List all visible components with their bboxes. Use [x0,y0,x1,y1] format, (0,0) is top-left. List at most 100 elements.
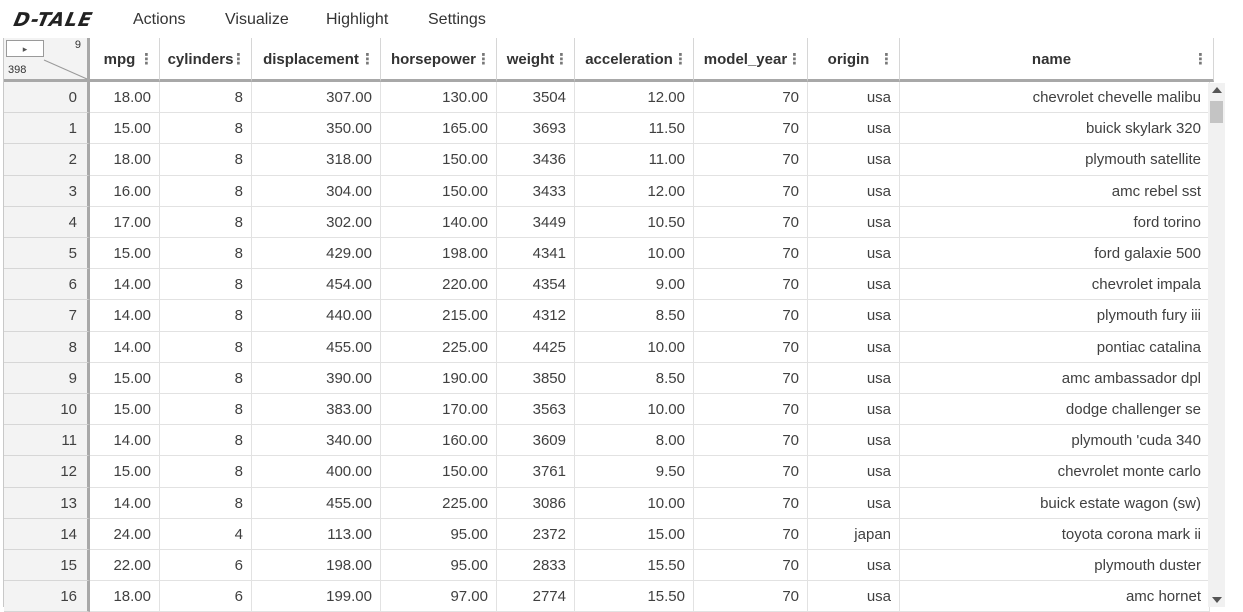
table-cell-acceleration[interactable]: 15.00 [575,518,694,550]
table-cell-origin[interactable]: usa [808,394,900,426]
menu-highlight[interactable]: Highlight [326,11,389,28]
table-cell-weight[interactable]: 3436 [497,144,575,176]
table-cell-model-year[interactable]: 70 [694,394,808,426]
table-cell-horsepower[interactable]: 150.00 [381,456,497,488]
table-cell-mpg[interactable]: 14.00 [90,487,160,519]
dots-vertical-icon[interactable]: ⋮ [231,51,246,68]
table-cell-cylinders[interactable]: 8 [160,487,252,519]
table-cell-model-year[interactable]: 70 [694,331,808,363]
table-cell-displacement[interactable]: 455.00 [252,331,381,363]
arrow-down-icon[interactable] [1212,597,1222,603]
table-cell-displacement[interactable]: 302.00 [252,206,381,238]
table-cell-acceleration[interactable]: 11.00 [575,144,694,176]
table-cell-horsepower[interactable]: 140.00 [381,206,497,238]
column-header-acceleration[interactable]: acceleration ⋮ [575,38,694,82]
table-cell-model-year[interactable]: 70 [694,269,808,301]
table-cell-origin[interactable]: usa [808,331,900,363]
table-cell-origin[interactable]: usa [808,269,900,301]
column-header-horsepower[interactable]: horsepower ⋮ [381,38,497,82]
table-cell-displacement[interactable]: 198.00 [252,550,381,582]
table-cell-name[interactable]: dodge challenger se [900,394,1210,426]
table-cell-name[interactable]: plymouth duster [900,550,1210,582]
table-cell-cylinders[interactable]: 8 [160,362,252,394]
column-header-origin[interactable]: origin ⋮ [808,38,900,82]
table-cell-weight[interactable]: 4425 [497,331,575,363]
table-cell-acceleration[interactable]: 10.50 [575,206,694,238]
column-header-model-year[interactable]: model_year ⋮ [694,38,808,82]
table-cell-origin[interactable]: usa [808,362,900,394]
table-cell-cylinders[interactable]: 4 [160,518,252,550]
table-cell-name[interactable]: chevrolet impala [900,269,1210,301]
table-cell-acceleration[interactable]: 8.00 [575,425,694,457]
table-cell-displacement[interactable]: 304.00 [252,175,381,207]
table-cell-cylinders[interactable]: 8 [160,113,252,145]
row-index[interactable]: 10 [4,394,90,426]
table-cell-horsepower[interactable]: 198.00 [381,238,497,270]
table-cell-horsepower[interactable]: 130.00 [381,82,497,114]
table-cell-acceleration[interactable]: 8.50 [575,300,694,332]
table-cell-model-year[interactable]: 70 [694,238,808,270]
dots-vertical-icon[interactable]: ⋮ [554,51,569,68]
row-index[interactable]: 11 [4,425,90,457]
table-cell-name[interactable]: toyota corona mark ii [900,518,1210,550]
row-index[interactable]: 3 [4,175,90,207]
table-cell-mpg[interactable]: 14.00 [90,331,160,363]
table-cell-horsepower[interactable]: 160.00 [381,425,497,457]
table-cell-displacement[interactable]: 400.00 [252,456,381,488]
table-cell-origin[interactable]: usa [808,144,900,176]
row-index[interactable]: 12 [4,456,90,488]
table-cell-model-year[interactable]: 70 [694,456,808,488]
column-header-name[interactable]: name ⋮ [900,38,1214,82]
table-cell-weight[interactable]: 3609 [497,425,575,457]
column-header-mpg[interactable]: mpg ⋮ [90,38,160,82]
table-cell-horsepower[interactable]: 190.00 [381,362,497,394]
table-cell-origin[interactable]: usa [808,487,900,519]
table-cell-mpg[interactable]: 14.00 [90,425,160,457]
table-cell-name[interactable]: pontiac catalina [900,331,1210,363]
table-cell-displacement[interactable]: 454.00 [252,269,381,301]
table-cell-name[interactable]: plymouth fury iii [900,300,1210,332]
table-cell-displacement[interactable]: 440.00 [252,300,381,332]
table-cell-mpg[interactable]: 15.00 [90,113,160,145]
table-cell-model-year[interactable]: 70 [694,175,808,207]
table-cell-mpg[interactable]: 18.00 [90,581,160,612]
row-index[interactable]: 6 [4,269,90,301]
menu-settings[interactable]: Settings [428,11,486,28]
table-cell-horsepower[interactable]: 97.00 [381,581,497,612]
dots-vertical-icon[interactable]: ⋮ [673,51,688,68]
table-cell-mpg[interactable]: 18.00 [90,144,160,176]
table-cell-weight[interactable]: 2833 [497,550,575,582]
table-cell-displacement[interactable]: 307.00 [252,82,381,114]
table-cell-origin[interactable]: usa [808,82,900,114]
table-cell-weight[interactable]: 4341 [497,238,575,270]
table-cell-origin[interactable]: usa [808,456,900,488]
table-cell-cylinders[interactable]: 6 [160,581,252,612]
table-cell-model-year[interactable]: 70 [694,113,808,145]
table-cell-displacement[interactable]: 113.00 [252,518,381,550]
table-cell-acceleration[interactable]: 8.50 [575,362,694,394]
table-cell-weight[interactable]: 4354 [497,269,575,301]
table-cell-horsepower[interactable]: 225.00 [381,331,497,363]
table-cell-displacement[interactable]: 199.00 [252,581,381,612]
table-cell-weight[interactable]: 3086 [497,487,575,519]
table-cell-cylinders[interactable]: 8 [160,394,252,426]
table-cell-mpg[interactable]: 15.00 [90,394,160,426]
table-cell-mpg[interactable]: 16.00 [90,175,160,207]
table-cell-weight[interactable]: 2774 [497,581,575,612]
table-cell-name[interactable]: amc ambassador dpl [900,362,1210,394]
dots-vertical-icon[interactable]: ⋮ [879,51,894,68]
table-cell-weight[interactable]: 2372 [497,518,575,550]
table-cell-mpg[interactable]: 18.00 [90,82,160,114]
dots-vertical-icon[interactable]: ⋮ [787,51,802,68]
row-index[interactable]: 1 [4,113,90,145]
table-cell-displacement[interactable]: 340.00 [252,425,381,457]
table-cell-cylinders[interactable]: 8 [160,144,252,176]
table-cell-cylinders[interactable]: 8 [160,206,252,238]
table-cell-name[interactable]: buick estate wagon (sw) [900,487,1210,519]
table-cell-weight[interactable]: 3449 [497,206,575,238]
arrow-up-icon[interactable] [1212,87,1222,93]
toggle-menu-button[interactable]: ▸ [6,40,44,57]
table-cell-displacement[interactable]: 429.00 [252,238,381,270]
table-cell-acceleration[interactable]: 11.50 [575,113,694,145]
vertical-scrollbar[interactable] [1208,83,1225,607]
